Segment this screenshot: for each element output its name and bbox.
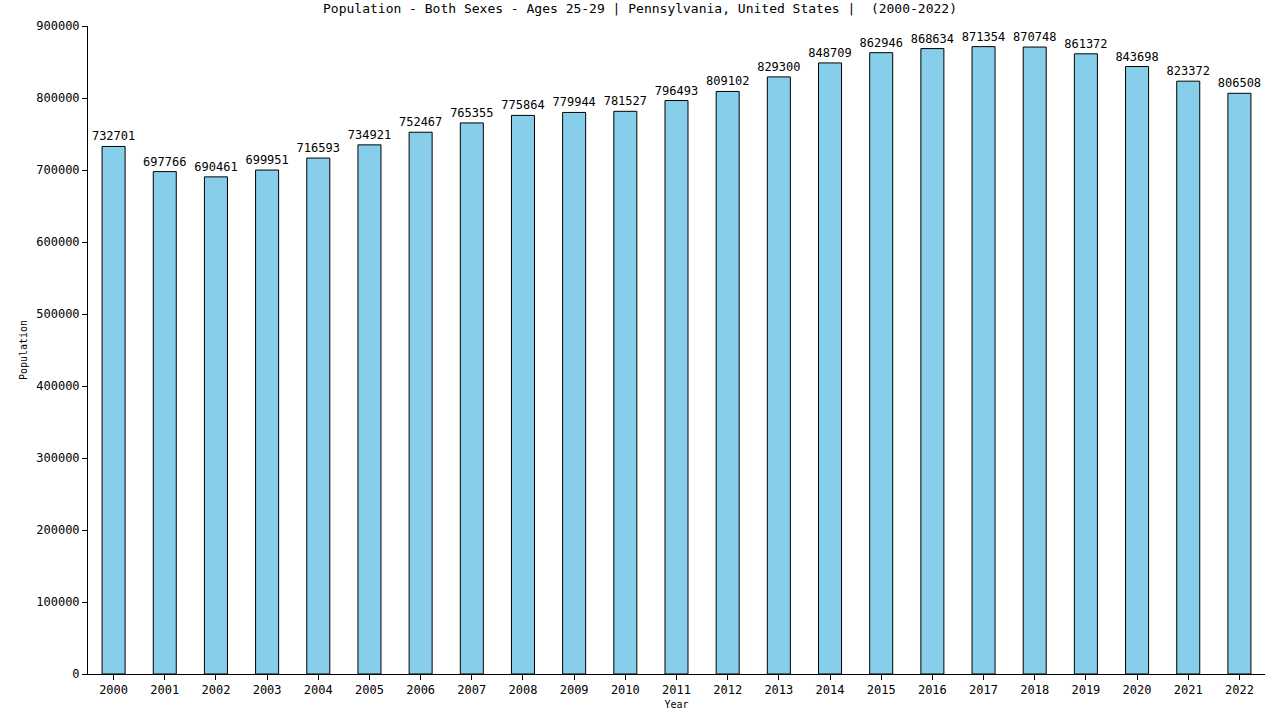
svg-text:600000: 600000 bbox=[36, 235, 79, 249]
svg-text:400000: 400000 bbox=[36, 379, 79, 393]
svg-text:732701: 732701 bbox=[92, 129, 135, 143]
svg-text:796493: 796493 bbox=[655, 84, 698, 98]
svg-text:2012: 2012 bbox=[713, 683, 742, 697]
svg-text:781527: 781527 bbox=[604, 94, 647, 108]
svg-text:765355: 765355 bbox=[450, 106, 493, 120]
svg-text:2021: 2021 bbox=[1174, 683, 1203, 697]
svg-text:2004: 2004 bbox=[304, 683, 333, 697]
svg-text:500000: 500000 bbox=[36, 307, 79, 321]
svg-text:829300: 829300 bbox=[757, 60, 800, 74]
svg-text:2016: 2016 bbox=[918, 683, 947, 697]
svg-text:2003: 2003 bbox=[253, 683, 282, 697]
svg-text:2010: 2010 bbox=[611, 683, 640, 697]
svg-text:700000: 700000 bbox=[36, 163, 79, 177]
svg-text:800000: 800000 bbox=[36, 91, 79, 105]
svg-text:690461: 690461 bbox=[194, 160, 237, 174]
svg-text:Population - Both Sexes - Ages: Population - Both Sexes - Ages 25-29 | P… bbox=[323, 1, 957, 16]
svg-text:2013: 2013 bbox=[764, 683, 793, 697]
svg-text:300000: 300000 bbox=[36, 451, 79, 465]
svg-text:697766: 697766 bbox=[143, 155, 186, 169]
svg-text:775864: 775864 bbox=[501, 98, 544, 112]
svg-text:871354: 871354 bbox=[962, 30, 1005, 44]
svg-text:843698: 843698 bbox=[1115, 50, 1158, 64]
svg-text:2019: 2019 bbox=[1071, 683, 1100, 697]
svg-text:862946: 862946 bbox=[860, 36, 903, 50]
svg-text:699951: 699951 bbox=[245, 153, 288, 167]
svg-text:806508: 806508 bbox=[1218, 76, 1261, 90]
svg-text:2018: 2018 bbox=[1020, 683, 1049, 697]
svg-text:2000: 2000 bbox=[99, 683, 128, 697]
svg-text:716593: 716593 bbox=[297, 141, 340, 155]
svg-text:779944: 779944 bbox=[552, 95, 595, 109]
svg-text:861372: 861372 bbox=[1064, 37, 1107, 51]
svg-text:870748: 870748 bbox=[1013, 30, 1056, 44]
svg-text:2017: 2017 bbox=[969, 683, 998, 697]
svg-text:2006: 2006 bbox=[406, 683, 435, 697]
svg-text:0: 0 bbox=[72, 667, 79, 681]
svg-text:809102: 809102 bbox=[706, 74, 749, 88]
svg-text:752467: 752467 bbox=[399, 115, 442, 129]
svg-text:2022: 2022 bbox=[1225, 683, 1254, 697]
svg-text:2005: 2005 bbox=[355, 683, 384, 697]
svg-text:2009: 2009 bbox=[560, 683, 589, 697]
svg-text:823372: 823372 bbox=[1167, 64, 1210, 78]
svg-text:2002: 2002 bbox=[201, 683, 230, 697]
svg-text:2001: 2001 bbox=[150, 683, 179, 697]
svg-text:2007: 2007 bbox=[457, 683, 486, 697]
svg-text:734921: 734921 bbox=[348, 128, 391, 142]
svg-text:848709: 848709 bbox=[808, 46, 851, 60]
svg-text:868634: 868634 bbox=[911, 32, 954, 46]
svg-text:2015: 2015 bbox=[867, 683, 896, 697]
svg-text:2011: 2011 bbox=[662, 683, 691, 697]
svg-text:2020: 2020 bbox=[1123, 683, 1152, 697]
svg-text:2014: 2014 bbox=[816, 683, 845, 697]
svg-text:2008: 2008 bbox=[509, 683, 538, 697]
svg-text:Population: Population bbox=[18, 320, 29, 380]
svg-text:200000: 200000 bbox=[36, 523, 79, 537]
svg-text:100000: 100000 bbox=[36, 595, 79, 609]
svg-text:Year: Year bbox=[664, 699, 688, 710]
svg-text:900000: 900000 bbox=[36, 19, 79, 33]
